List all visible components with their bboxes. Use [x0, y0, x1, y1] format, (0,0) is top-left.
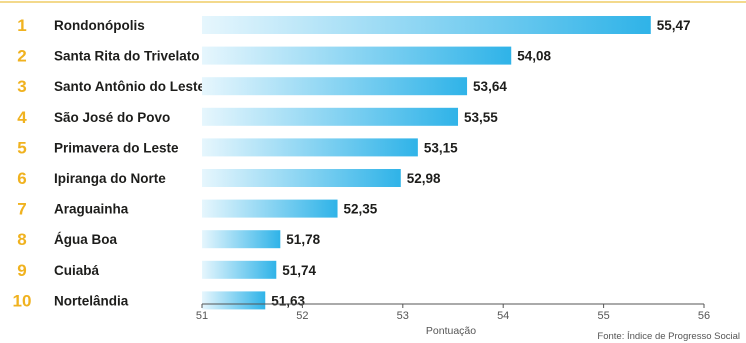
value-label: 51,63	[271, 293, 305, 308]
bar-row: 9 Cuiabá 51,74	[17, 260, 317, 280]
bar	[202, 77, 468, 96]
rank-label: 1	[17, 16, 26, 35]
value-label: 51,78	[286, 232, 320, 247]
category-label: Nortelândia	[54, 293, 129, 308]
category-label: Santo Antônio do Leste	[54, 79, 205, 94]
rank-label: 2	[17, 47, 26, 66]
value-label: 53,15	[424, 140, 458, 155]
x-tick-label: 52	[296, 310, 308, 322]
x-axis-label: Pontuação	[426, 325, 476, 337]
bar-row: 10 Nortelândia 51,63	[13, 291, 306, 310]
category-label: Rondonópolis	[54, 18, 145, 33]
bar	[202, 169, 401, 187]
x-tick-label: 54	[497, 310, 509, 322]
bar	[202, 138, 418, 157]
bar-row: 5 Primavera do Leste 53,15	[17, 138, 458, 157]
bar-row: 6 Ipiranga do Norte 52,98	[17, 169, 441, 188]
category-label: São José do Povo	[54, 110, 170, 125]
source-note: Fonte: Índice de Progresso Social	[597, 331, 740, 342]
category-label: Araguainha	[54, 202, 129, 217]
bar-row: 1 Rondonópolis 55,47	[17, 16, 691, 35]
bar-row: 8 Água Boa 51,78	[17, 230, 321, 249]
bar	[202, 230, 281, 249]
category-label: Água Boa	[54, 232, 117, 247]
bar	[202, 46, 512, 65]
bar-row: 3 Santo Antônio do Leste 53,64	[17, 77, 507, 96]
x-tick-label: 51	[196, 310, 208, 322]
bar-row: 4 São José do Povo 53,55	[17, 107, 498, 127]
bar-row: 2 Santa Rita do Trivelato 54,08	[17, 46, 552, 66]
rank-label: 4	[17, 108, 27, 127]
rank-label: 7	[17, 200, 26, 219]
bar	[202, 199, 338, 218]
x-tick-label: 55	[597, 310, 609, 322]
rank-label: 9	[17, 261, 26, 280]
rank-label: 10	[13, 291, 32, 310]
value-label: 55,47	[657, 18, 691, 33]
category-label: Ipiranga do Norte	[54, 171, 166, 186]
x-tick-label: 53	[397, 310, 409, 322]
value-label: 52,35	[344, 202, 378, 217]
category-label: Santa Rita do Trivelato	[54, 49, 200, 64]
bar	[202, 107, 459, 126]
bar	[202, 16, 651, 34]
rank-label: 8	[17, 230, 26, 249]
category-label: Primavera do Leste	[54, 140, 179, 155]
x-tick-label: 56	[698, 310, 710, 322]
rank-label: 6	[17, 169, 26, 188]
value-label: 53,64	[473, 79, 507, 94]
bar	[202, 260, 277, 279]
value-label: 51,74	[282, 263, 316, 278]
x-axis: 51 52 53 54 55 56	[196, 303, 710, 322]
value-label: 54,08	[517, 49, 551, 64]
bar	[202, 291, 266, 310]
rank-label: 5	[17, 138, 26, 157]
value-label: 52,98	[407, 171, 441, 186]
bar-rows: 1 Rondonópolis 55,47 2 Santa Rita do Trivela…	[13, 16, 691, 310]
rank-label: 3	[17, 77, 26, 96]
bar-row: 7 Araguainha 52,35	[17, 199, 378, 219]
category-label: Cuiabá	[54, 263, 100, 278]
value-label: 53,55	[464, 110, 498, 125]
